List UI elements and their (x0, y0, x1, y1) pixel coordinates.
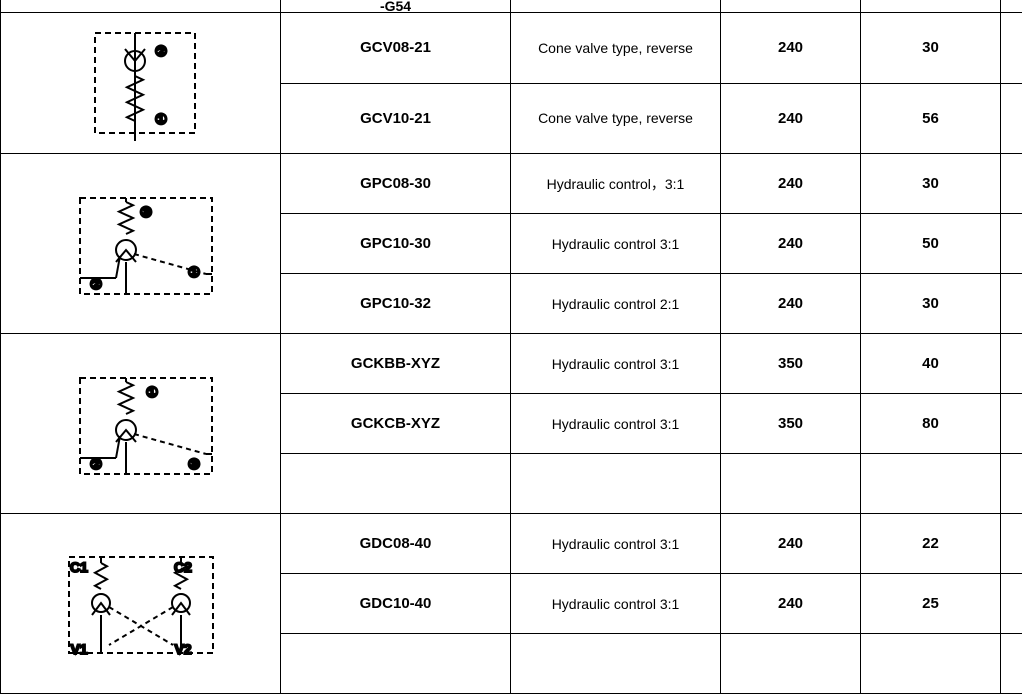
val1-cell: 240 (721, 274, 861, 334)
model-cell: GPC10-32 (281, 274, 511, 334)
tail-cell (1001, 154, 1022, 214)
desc-cell: Hydraulic control，3:1 (511, 154, 721, 214)
svg-text:③: ③ (139, 204, 152, 220)
svg-text:②: ② (154, 43, 167, 59)
desc-cell: Hydraulic control 2:1 (511, 274, 721, 334)
val1-cell: 240 (721, 214, 861, 274)
val1-cell: 240 (721, 13, 861, 84)
val1-cell: 240 (721, 514, 861, 574)
desc-cell: Cone valve type, reverse (511, 13, 721, 84)
partial-model: -G54 (281, 0, 511, 13)
val2-cell: 30 (861, 274, 1001, 334)
svg-text:②: ② (89, 276, 102, 292)
val2-cell (861, 634, 1001, 694)
desc-cell: Hydraulic control 3:1 (511, 514, 721, 574)
model-cell: GPC10-30 (281, 214, 511, 274)
val2-cell: 80 (861, 394, 1001, 454)
val1-cell: 240 (721, 83, 861, 154)
valve-symbol: C1 C2 V1 V2 (1, 514, 281, 694)
tail-cell (1001, 394, 1022, 454)
model-cell: GCV10-21 (281, 83, 511, 154)
tail-cell (1001, 574, 1022, 634)
valve-spec-table: -G54 ②①GCV08-21Cone valve type, reverse2… (0, 0, 1022, 694)
valve-symbol: ③ ① ② (1, 154, 281, 334)
desc-cell: Hydraulic control 3:1 (511, 334, 721, 394)
tail-cell (1001, 214, 1022, 274)
svg-text:①: ① (145, 384, 158, 400)
tail-cell (1001, 454, 1022, 514)
val2-cell: 56 (861, 83, 1001, 154)
val2-cell: 22 (861, 514, 1001, 574)
val2-cell: 50 (861, 214, 1001, 274)
tail-cell (1001, 634, 1022, 694)
model-cell (281, 634, 511, 694)
val2-cell: 30 (861, 13, 1001, 84)
val1-cell: 240 (721, 574, 861, 634)
svg-text:C1: C1 (70, 559, 88, 575)
tail-cell (1001, 514, 1022, 574)
model-cell: GCKCB-XYZ (281, 394, 511, 454)
model-cell: GDC10-40 (281, 574, 511, 634)
svg-text:③: ③ (187, 456, 200, 472)
svg-text:②: ② (89, 456, 102, 472)
valve-symbol: ②① (1, 13, 281, 154)
svg-text:V1: V1 (70, 641, 87, 657)
model-cell (281, 454, 511, 514)
svg-text:V2: V2 (174, 641, 191, 657)
tail-cell (1001, 13, 1022, 84)
tail-cell (1001, 334, 1022, 394)
val1-cell (721, 454, 861, 514)
val1-cell: 350 (721, 334, 861, 394)
desc-cell: Hydraulic control 3:1 (511, 394, 721, 454)
val1-cell (721, 634, 861, 694)
val2-cell: 25 (861, 574, 1001, 634)
desc-cell: Hydraulic control 3:1 (511, 214, 721, 274)
svg-text:①: ① (187, 264, 200, 280)
desc-cell (511, 454, 721, 514)
val2-cell (861, 454, 1001, 514)
model-cell: GPC08-30 (281, 154, 511, 214)
svg-text:①: ① (154, 111, 167, 127)
desc-cell: Cone valve type, reverse (511, 83, 721, 154)
model-cell: GDC08-40 (281, 514, 511, 574)
svg-text:C2: C2 (174, 559, 192, 575)
desc-cell (511, 634, 721, 694)
model-cell: GCV08-21 (281, 13, 511, 84)
model-cell: GCKBB-XYZ (281, 334, 511, 394)
tail-cell (1001, 83, 1022, 154)
val2-cell: 30 (861, 154, 1001, 214)
desc-cell: Hydraulic control 3:1 (511, 574, 721, 634)
val1-cell: 240 (721, 154, 861, 214)
valve-symbol: ① ② ③ (1, 334, 281, 514)
val2-cell: 40 (861, 334, 1001, 394)
val1-cell: 350 (721, 394, 861, 454)
tail-cell (1001, 274, 1022, 334)
